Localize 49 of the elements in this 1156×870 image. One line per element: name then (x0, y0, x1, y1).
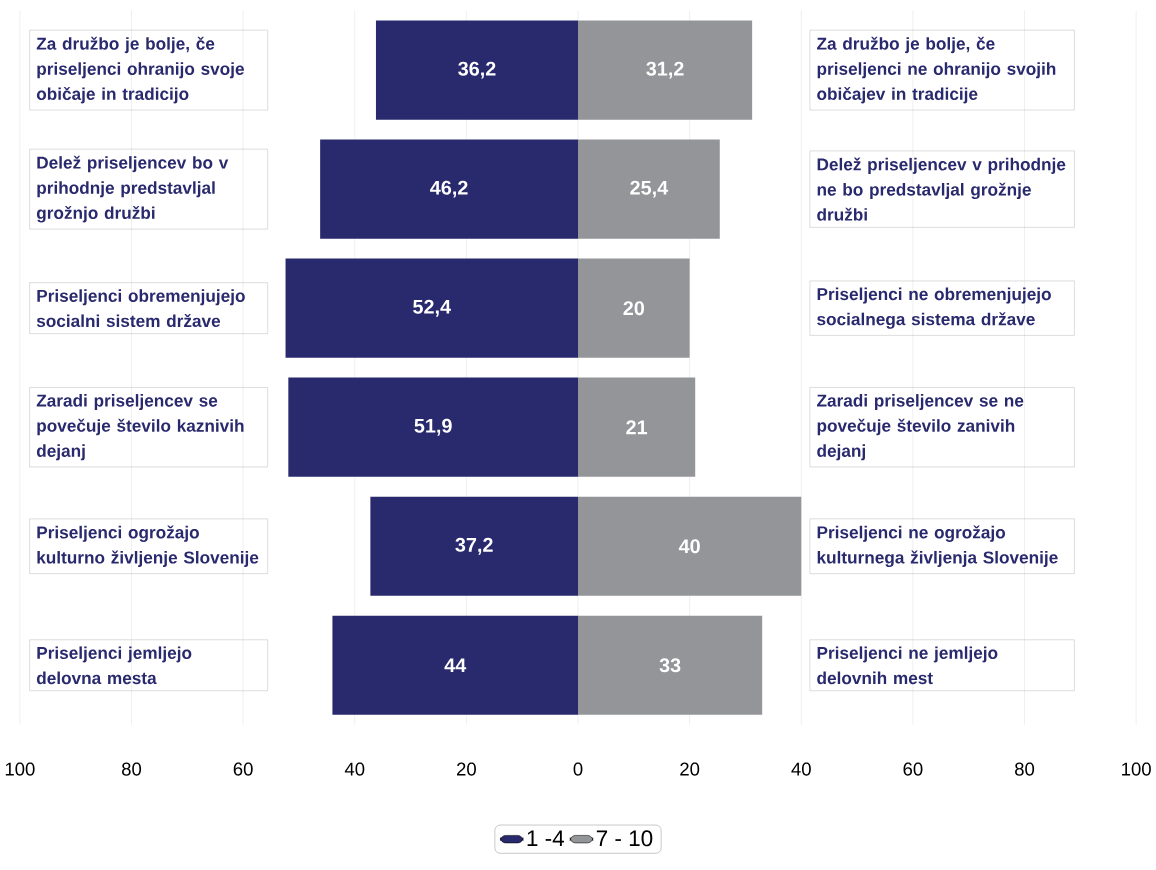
bar (288, 377, 578, 477)
bar (375, 20, 578, 120)
bar (332, 615, 578, 715)
annotation: Zaradi priseljencev se ne povečuje število zanivih dejanj (817, 393, 1024, 461)
data-label: 31,2 (646, 61, 684, 79)
data-label: 51,9 (414, 418, 452, 436)
y-tick-label: Priseljenci ogrožajo kulturno življenje Slovenije (37, 525, 259, 567)
y-tick-label: Priseljenci jemljejo delovna mesta (36, 646, 192, 685)
annotation: Delež priseljencev v prihodnje ne bo predstavljal grožnje družbi (817, 157, 1066, 221)
bar (578, 139, 720, 239)
annotation: Priseljenci ne obremenjujejo socialnega sistema države (817, 287, 1051, 329)
legend-label: 7 - 10 (596, 830, 653, 847)
annotation: Za družbo je bolje, če priseljenci ne ohranijo svojih običajev in tradicije (817, 36, 1056, 104)
data-label: 33 (659, 658, 681, 673)
x-tick-label: 40 (344, 762, 365, 776)
data-label: 40 (678, 539, 700, 554)
x-tick-label: 100 (5, 762, 35, 776)
x-tick-label: 60 (903, 762, 923, 776)
bar (578, 20, 753, 120)
data-label: 46,2 (430, 180, 468, 198)
data-label: 36,2 (458, 61, 496, 79)
annotation: Priseljenci ne jemljejo delovnih mest (817, 646, 998, 685)
bar (578, 615, 763, 715)
y-tick-label: Delež priseljencev bo v prihodnje predstavljal grožnjo družbi (36, 155, 229, 223)
x-tick-label: 80 (1015, 762, 1035, 776)
x-tick-label: 80 (122, 762, 142, 776)
x-tick-label: 20 (680, 762, 700, 776)
x-tick-label: 100 (1122, 762, 1151, 776)
data-label: 52,4 (413, 299, 451, 317)
data-label: 25,4 (630, 180, 669, 198)
y-tick-label: Priseljenci obremenjujejo socialni sistem države (36, 289, 245, 327)
data-label: 37,2 (455, 537, 493, 555)
x-tick-label: 0 (573, 762, 583, 776)
bar (370, 496, 578, 596)
x-tick-label: 20 (457, 762, 476, 776)
bar (320, 139, 578, 239)
y-tick-label: Za družbo je bolje, če priseljenci ohranijo svoje običaje in tradicijo (36, 36, 244, 104)
x-tick-label: 60 (233, 762, 253, 776)
bar (578, 377, 696, 477)
data-label: 44 (444, 658, 467, 672)
annotation: Priseljenci ne ogrožajo kulturnega življenja Slovenije (817, 525, 1058, 567)
bar (578, 496, 802, 596)
x-tick-label: 40 (791, 762, 811, 776)
bar (578, 258, 690, 358)
bar (285, 258, 578, 358)
legend-label: 1 -4 (527, 830, 564, 846)
data-label: 21 (626, 420, 648, 434)
data-label: 20 (623, 301, 645, 316)
y-tick-label: Zaradi priseljencev se povečuje število kaznivih dejanj (36, 393, 244, 461)
